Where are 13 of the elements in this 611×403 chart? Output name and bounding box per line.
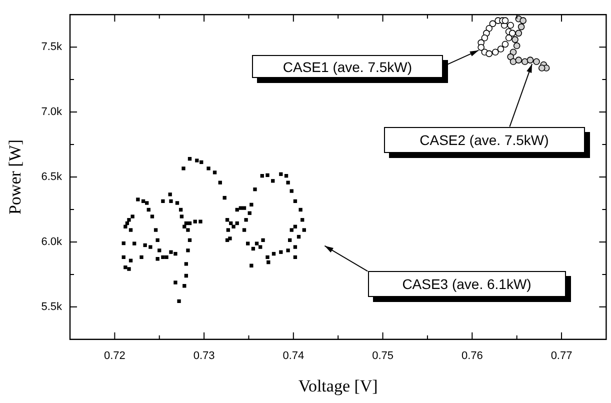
x-axis-title: Voltage [V] [298, 376, 378, 396]
x-tick-label: 0.72 [104, 350, 126, 362]
y-tick-label: 7.5k [41, 41, 62, 54]
x-tick-label: 0.73 [193, 350, 215, 362]
x-tick-label: 0.75 [372, 350, 394, 362]
y-tick-label: 5.5k [41, 300, 62, 313]
y-tick-label: 7.0k [41, 106, 62, 118]
x-tick-label: 0.74 [282, 350, 304, 362]
y-tick-label: 6.5k [41, 171, 62, 184]
x-tick-label: 0.76 [461, 350, 483, 362]
y-axis-title: Power [W] [6, 139, 25, 215]
x-tick-label: 0.77 [550, 350, 572, 362]
y-tick-label: 6.0k [41, 236, 62, 248]
